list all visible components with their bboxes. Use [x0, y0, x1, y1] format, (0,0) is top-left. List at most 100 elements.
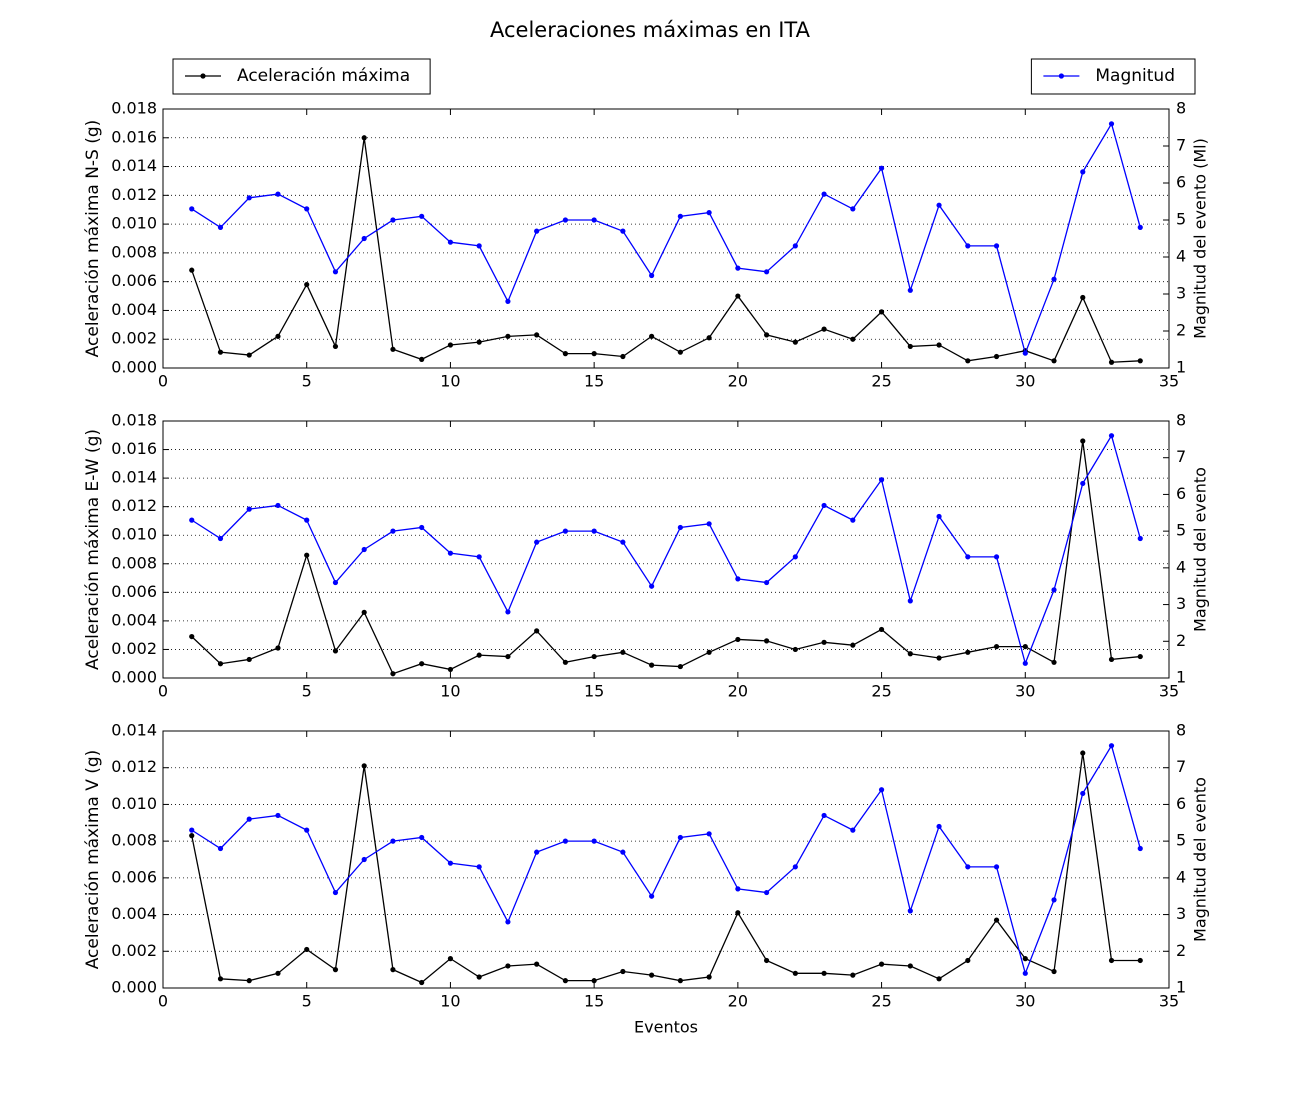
- data-point: [419, 213, 425, 219]
- data-point: [591, 351, 597, 357]
- data-point: [246, 352, 252, 358]
- data-point: [189, 517, 195, 523]
- data-point: [1051, 968, 1057, 975]
- data-point: [821, 191, 827, 197]
- y2-tick-label: 1: [1176, 358, 1186, 377]
- data-point: [447, 956, 454, 962]
- y-tick-label: 0.018: [111, 411, 157, 430]
- data-point: [706, 210, 712, 216]
- data-point: [907, 343, 913, 350]
- data-point: [332, 579, 339, 586]
- y-tick-label: 0.004: [111, 300, 157, 319]
- data-point: [878, 626, 885, 633]
- data-point: [792, 339, 798, 345]
- data-point: [332, 889, 339, 896]
- y-axis-label: Aceleración máxima V (g): [83, 750, 103, 970]
- y2-axis-label: Magnitud del evento: [1191, 467, 1210, 632]
- data-point: [275, 645, 281, 651]
- y2-tick-label: 4: [1176, 557, 1186, 576]
- data-point: [878, 309, 885, 315]
- data-point: [332, 269, 339, 275]
- data-point: [390, 838, 396, 844]
- data-point: [562, 659, 569, 665]
- data-point: [965, 554, 971, 560]
- x-tick-label: 0: [158, 372, 168, 391]
- x-tick-label: 30: [1015, 682, 1035, 701]
- data-point: [706, 974, 712, 980]
- y2-tick-label: 8: [1176, 411, 1186, 430]
- y-tick-label: 0.000: [111, 978, 157, 997]
- data-point: [1022, 660, 1028, 666]
- y-tick-label: 0.012: [111, 185, 157, 204]
- legend: Aceleración máxima: [172, 58, 431, 95]
- data-point: [361, 546, 367, 553]
- data-point: [1108, 121, 1115, 127]
- y-tick-label: 0.006: [111, 867, 157, 886]
- legend-label: Aceleración máxima: [237, 66, 410, 86]
- data-point: [936, 202, 942, 208]
- data-point: [1022, 956, 1028, 962]
- data-point: [850, 517, 856, 523]
- data-point: [505, 298, 511, 304]
- data-point: [591, 978, 597, 984]
- data-point: [304, 946, 310, 953]
- data-point: [1051, 587, 1057, 593]
- data-point: [993, 353, 1000, 360]
- y-tick-label: 0.010: [111, 214, 157, 233]
- y2-tick-label: 3: [1176, 904, 1186, 923]
- data-point: [1108, 743, 1115, 749]
- data-point: [850, 827, 856, 833]
- data-point: [677, 524, 683, 531]
- data-point: [1051, 659, 1057, 665]
- y-tick-label: 0.002: [111, 329, 157, 348]
- data-point: [447, 666, 454, 673]
- y-tick-label: 0.012: [111, 757, 157, 776]
- y-tick-label: 0.016: [111, 127, 157, 146]
- x-tick-label: 20: [728, 992, 748, 1011]
- data-point: [878, 961, 885, 967]
- y-tick-label: 0.008: [111, 242, 157, 261]
- data-point: [419, 356, 425, 362]
- y2-tick-label: 4: [1176, 247, 1186, 266]
- data-point: [217, 845, 224, 852]
- data-point: [993, 643, 1000, 650]
- data-point: [217, 661, 224, 667]
- data-point: [907, 598, 913, 604]
- y-tick-label: 0.014: [111, 468, 157, 487]
- data-point: [246, 978, 252, 984]
- data-point: [677, 663, 683, 670]
- data-point: [534, 539, 540, 545]
- data-point: [1022, 643, 1028, 650]
- y2-tick-label: 6: [1176, 173, 1186, 192]
- data-point: [1022, 970, 1028, 976]
- data-point: [792, 864, 798, 870]
- y-tick-label: 0.002: [111, 941, 157, 960]
- data-point: [361, 763, 367, 769]
- x-tick-label: 20: [728, 682, 748, 701]
- x-tick-label: 0: [158, 682, 168, 701]
- data-point: [217, 224, 224, 230]
- data-point: [993, 864, 1000, 870]
- data-point: [1108, 359, 1115, 365]
- y-tick-label: 0.008: [111, 831, 157, 850]
- y2-tick-label: 7: [1176, 447, 1186, 466]
- data-point: [620, 649, 626, 655]
- data-point: [591, 217, 597, 223]
- data-point: [677, 834, 683, 841]
- data-point: [361, 235, 367, 242]
- data-point: [390, 346, 396, 352]
- y2-tick-label: 2: [1176, 321, 1186, 340]
- data-point: [965, 649, 971, 655]
- plot-frame: [162, 730, 1170, 989]
- data-point: [562, 838, 569, 844]
- data-point: [246, 506, 252, 512]
- plot-frame: [162, 420, 1170, 679]
- data-point: [821, 812, 827, 819]
- y-tick-label: 0.010: [111, 794, 157, 813]
- data-point: [850, 336, 856, 342]
- data-point: [591, 653, 597, 660]
- x-tick-label: 15: [584, 682, 604, 701]
- x-tick-label: 5: [302, 682, 312, 701]
- data-point: [419, 834, 425, 841]
